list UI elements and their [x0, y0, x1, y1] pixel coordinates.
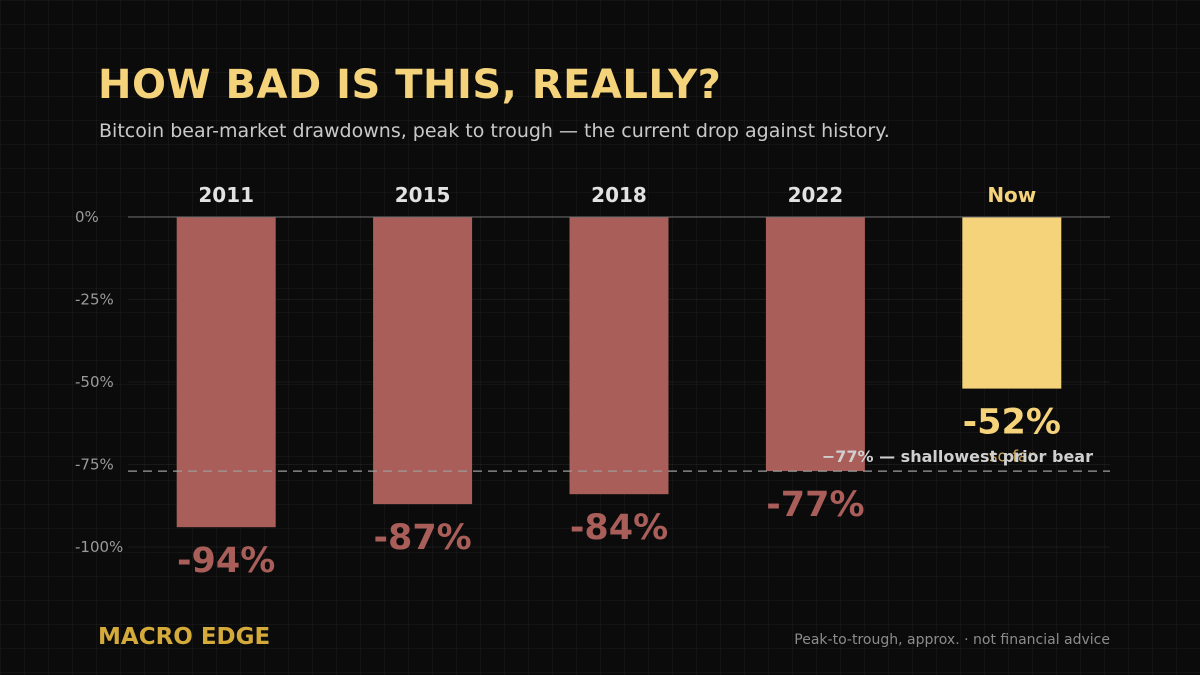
chart-subtitle: Bitcoin bear-market drawdowns, peak to t…: [99, 120, 890, 142]
category-label: 2015: [395, 183, 451, 207]
brand-logo-text: MACRO EDGE: [98, 624, 271, 650]
bar-2022: [765, 217, 865, 472]
bar-2018: [569, 217, 669, 495]
reference-line-label: −77% — shallowest prior bear: [822, 447, 1093, 466]
bar-now: [962, 217, 1062, 389]
category-label: Now: [987, 183, 1036, 207]
value-label: -77%: [766, 485, 864, 525]
y-tick-label: -25%: [75, 291, 114, 309]
y-tick-label: -75%: [75, 456, 114, 474]
y-tick-label: -100%: [75, 538, 123, 556]
value-label: -52%: [963, 403, 1061, 443]
bar-2011: [176, 217, 276, 528]
value-label: -94%: [177, 541, 275, 581]
category-label: 2018: [591, 183, 647, 207]
bar-2015: [373, 217, 473, 505]
category-label: 2011: [198, 183, 254, 207]
value-label: -84%: [570, 508, 668, 548]
footnote: Peak-to-trough, approx. · not financial …: [794, 632, 1110, 648]
chart-title: HOW BAD IS THIS, REALLY?: [98, 62, 722, 108]
category-label: 2022: [788, 183, 844, 207]
y-tick-label: 0%: [75, 208, 99, 226]
y-tick-label: -50%: [75, 373, 114, 391]
value-label: -87%: [373, 518, 471, 558]
value-sublabel: so far: [989, 447, 1035, 466]
drawdown-bar-chart: 0% -25% -50% -75% -100% 2011 -94% 2015 -87% 2018 -…: [75, 183, 1110, 581]
